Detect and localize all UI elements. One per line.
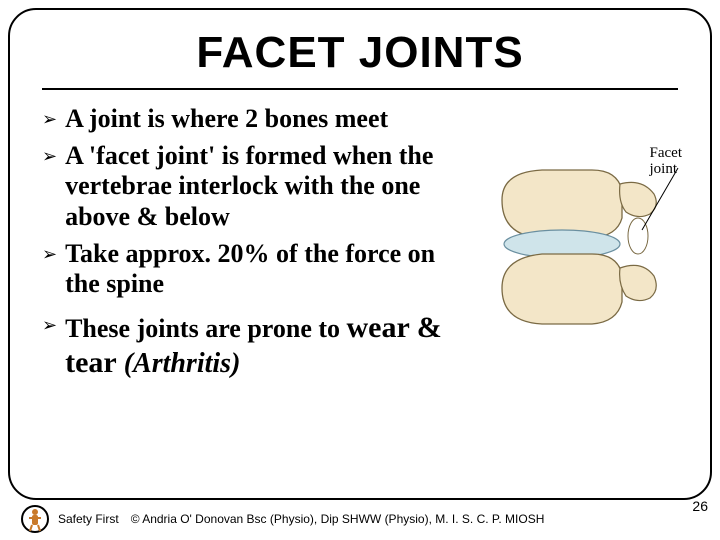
list-item: ➢ These joints are prone to wear & tear … xyxy=(42,310,476,381)
content-row: ➢ A joint is where 2 bones meet ➢ A 'fac… xyxy=(38,104,682,387)
slide-frame: FACET JOINTS ➢ A joint is where 2 bones … xyxy=(8,8,712,500)
bullet-marker-icon: ➢ xyxy=(42,239,57,269)
footer-safety: Safety First xyxy=(58,512,119,526)
facet-joint-illustration: Facet joint xyxy=(482,140,682,340)
facet-joint-gap xyxy=(628,218,648,254)
slide-title: FACET JOINTS xyxy=(38,28,682,78)
lower-vertebra xyxy=(502,254,622,324)
list-item: ➢ Take approx. 20% of the force on the s… xyxy=(42,239,476,300)
footer-copyright: © Andria O' Donovan Bsc (Physio), Dip SH… xyxy=(131,512,545,526)
wear-suffix: (Arthritis) xyxy=(124,348,241,379)
list-item: ➢ A 'facet joint' is formed when the ver… xyxy=(42,141,476,233)
bullet-marker-icon: ➢ xyxy=(42,310,57,340)
bullet-marker-icon: ➢ xyxy=(42,104,57,134)
bullet-text: Take approx. 20% of the force on the spi… xyxy=(65,239,476,300)
title-underline xyxy=(42,88,678,90)
facet-label-line2: joint xyxy=(650,161,678,177)
bullet-text: A 'facet joint' is formed when the verte… xyxy=(65,141,476,233)
wear-prefix: These joints are prone to xyxy=(65,314,346,343)
bullet-list: ➢ A joint is where 2 bones meet ➢ A 'fac… xyxy=(38,104,476,387)
upper-vertebra xyxy=(502,170,622,238)
list-item: ➢ A joint is where 2 bones meet xyxy=(42,104,476,135)
safety-first-icon xyxy=(20,504,50,534)
bullet-marker-icon: ➢ xyxy=(42,141,57,171)
bullet-text-wear: These joints are prone to wear & tear (A… xyxy=(65,310,476,381)
footer: Safety First © Andria O' Donovan Bsc (Ph… xyxy=(20,504,708,534)
facet-label: Facet joint xyxy=(650,146,682,178)
bullet-text: A joint is where 2 bones meet xyxy=(65,104,388,135)
facet-label-line1: Facet xyxy=(650,145,682,161)
